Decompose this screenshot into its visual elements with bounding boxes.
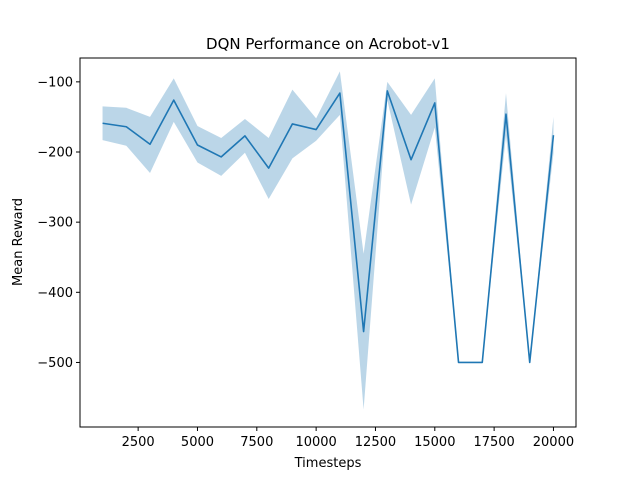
data-point [219,155,223,159]
data-point [124,125,128,129]
x-tick-label: 7500 [240,435,273,450]
data-point [457,360,461,364]
x-tick-label: 15000 [414,435,455,450]
data-point [480,360,484,364]
y-tick-label: −300 [37,216,73,231]
x-tick-label: 2500 [122,435,155,450]
data-point [362,330,366,334]
y-axis: −100 −200 −300 −400 −500 [37,75,80,371]
x-tick-label: 20000 [533,435,574,450]
data-point [243,134,247,138]
data-point [338,91,342,95]
plot-frame [79,57,577,428]
data-point [314,128,318,132]
x-tick-label: 10000 [295,435,336,450]
chart-title: DQN Performance on Acrobot-v1 [206,35,450,53]
x-tick-label: 5000 [181,435,214,450]
x-axis: 2500 5000 7500 10000 12500 15000 17500 20000 [122,427,574,450]
plot-content [101,71,555,410]
data-point [528,360,532,364]
y-tick-label: −200 [37,146,73,161]
data-point [385,89,389,93]
data-point [172,98,176,102]
data-point [101,121,105,125]
data-point [551,133,555,137]
data-point [267,166,271,170]
x-axis-label: Timesteps [294,456,362,471]
y-tick-label: −100 [37,75,73,90]
data-point [504,112,508,116]
y-tick-label: −400 [37,286,73,301]
y-tick-label: −500 [37,356,73,371]
mean-reward-line [102,90,555,364]
x-tick-label: 12500 [355,435,396,450]
data-point [195,143,199,147]
data-point [148,142,152,146]
data-point [433,101,437,105]
x-tick-label: 17500 [473,435,514,450]
data-point [409,158,413,162]
data-point [290,122,294,126]
confidence-band [102,71,554,410]
y-axis-label: Mean Reward [11,198,26,286]
